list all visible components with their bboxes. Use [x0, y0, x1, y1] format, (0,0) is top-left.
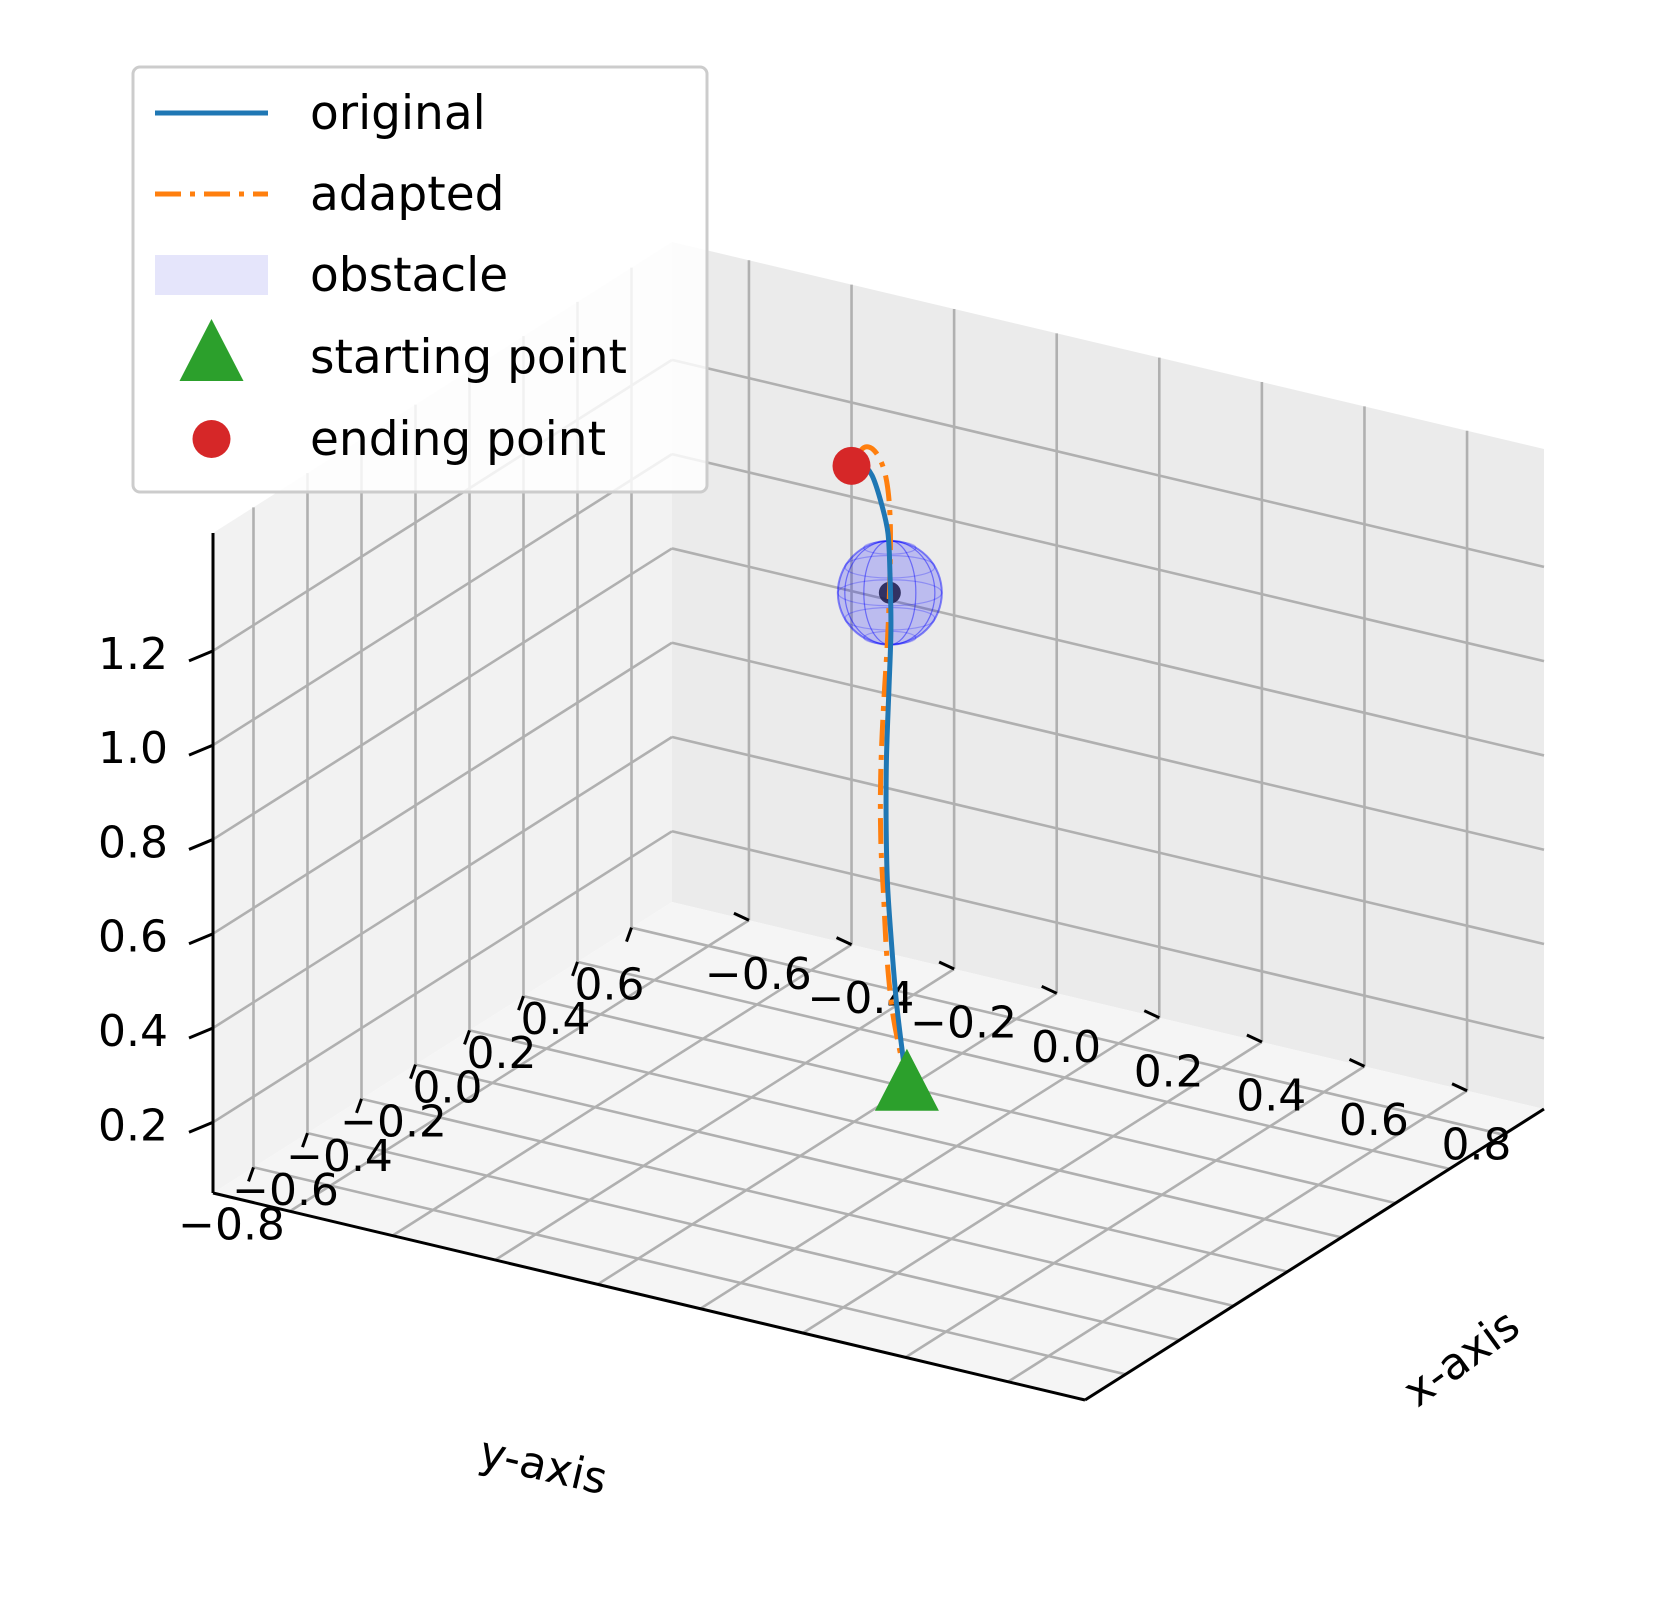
plot-series [832, 444, 943, 1111]
z-tick-mark [188, 1120, 214, 1134]
grid-line-x-floor [802, 1040, 1263, 1335]
grid-line-z-back [671, 358, 1545, 569]
x-tick-mark [1348, 1058, 1366, 1068]
legend: original adapted obstacle starting point end… [131, 65, 709, 494]
z-tick-label: 1.0 [98, 723, 168, 774]
z-tick-label: 0.8 [98, 817, 168, 868]
grid-line-x-floor [597, 992, 1058, 1286]
grid-line-x-floor [699, 1016, 1160, 1310]
y-tick-mark [571, 961, 579, 977]
x-tick-mark [1451, 1082, 1468, 1093]
grid-line-z-back [671, 547, 1545, 757]
x-tick-label: 0.4 [1236, 1071, 1306, 1122]
z-tick-mark [188, 743, 214, 757]
series-line-original [850, 460, 910, 1088]
grid-lines [212, 260, 1545, 1383]
grid-line-y-floor [361, 1097, 1234, 1308]
y-axis-label: y-axis [475, 1426, 612, 1505]
legend-box [131, 65, 709, 494]
z-tick-mark [188, 932, 214, 946]
y-tick-label: 0.6 [575, 960, 645, 1011]
z-tick-label: 1.2 [98, 629, 168, 680]
grid-line-z-left [212, 547, 673, 841]
y-tick-label: 0.4 [521, 994, 591, 1045]
y-tick-label: 0.0 [413, 1062, 483, 1113]
x-tick-label: 0.2 [1134, 1046, 1204, 1097]
grid-line-y-floor [523, 994, 1396, 1205]
y-tick-mark [625, 927, 633, 943]
x-axis-label: x-axis [1394, 1299, 1529, 1417]
legend-label: starting point [310, 330, 627, 385]
x-tick-label: 0.0 [1031, 1022, 1101, 1073]
z-tick-label: 0.4 [98, 1006, 168, 1057]
grid-line-y-floor [631, 926, 1504, 1136]
legend-label: adapted [310, 167, 504, 222]
x-tick-label: −0.6 [705, 949, 812, 1000]
y-tick-label: −0.4 [286, 1131, 393, 1182]
grid-line-y-floor [469, 1029, 1342, 1239]
legend-label: original [310, 86, 486, 141]
x-tick-label: −0.2 [910, 998, 1017, 1049]
legend-label: obstacle [310, 248, 508, 303]
z-tick-mark [188, 1026, 214, 1040]
x-tick-label: 0.6 [1339, 1095, 1409, 1146]
y-axis-line [212, 1191, 1086, 1402]
y-tick-mark [463, 1029, 471, 1045]
x-tick-mark [733, 911, 750, 922]
y-tick-mark [517, 995, 525, 1011]
grid-line-y-floor [253, 1166, 1126, 1376]
x-axis-line [1084, 1107, 1545, 1402]
y-tick-label: 0.2 [467, 1028, 537, 1079]
grid-line-z-left [212, 641, 673, 935]
x-tick-mark [1246, 1033, 1263, 1044]
grid-line-z-back [671, 830, 1545, 1040]
z-tick-label: 0.2 [98, 1100, 168, 1151]
x-tick-mark [835, 936, 853, 946]
y-tick-mark [355, 1098, 363, 1114]
y-tick-label: −0.8 [178, 1199, 285, 1250]
y-tick-mark [301, 1132, 309, 1148]
grid-line-x-floor [391, 943, 853, 1237]
grid-line-z-left [212, 830, 673, 1124]
grid-line-x-floor [289, 919, 750, 1213]
starting-point-marker [874, 1048, 939, 1111]
x-tick-mark [1041, 984, 1058, 995]
z-tick-mark [188, 649, 214, 663]
z-tick-label: 0.6 [98, 912, 168, 963]
legend-swatch-starting-point [179, 319, 244, 381]
pane-xy [213, 902, 1544, 1400]
grid-line-y-floor [307, 1131, 1180, 1342]
grid-line-x-floor [494, 967, 955, 1262]
grid-line-z-left [212, 453, 673, 747]
ending-point-marker [832, 446, 871, 485]
y-tick-mark [247, 1166, 255, 1182]
legend-swatch-obstacle [155, 255, 268, 295]
y-tick-label: −0.6 [232, 1165, 339, 1216]
x-tick-mark [1143, 1009, 1160, 1020]
grid-line-z-back [671, 452, 1545, 663]
y-tick-label: −0.2 [340, 1097, 447, 1148]
grid-line-y-floor [415, 1063, 1288, 1273]
series-line-adapted [849, 444, 910, 1088]
x-tick-mark [938, 960, 955, 971]
grid-line-x-floor [1007, 1089, 1468, 1383]
z-tick-mark [188, 838, 214, 851]
grid-line-x-floor [904, 1065, 1366, 1359]
grid-line-z-left [212, 735, 673, 1030]
legend-label: ending point [310, 412, 606, 467]
grid-line-y-floor [577, 960, 1450, 1171]
y-tick-mark [409, 1064, 417, 1080]
grid-line-z-back [671, 641, 1545, 851]
axis-lines [211, 533, 1545, 1402]
grid-line-z-back [671, 735, 1545, 946]
x-tick-label: 0.8 [1441, 1119, 1511, 1170]
legend-swatch-ending-point [192, 420, 231, 458]
